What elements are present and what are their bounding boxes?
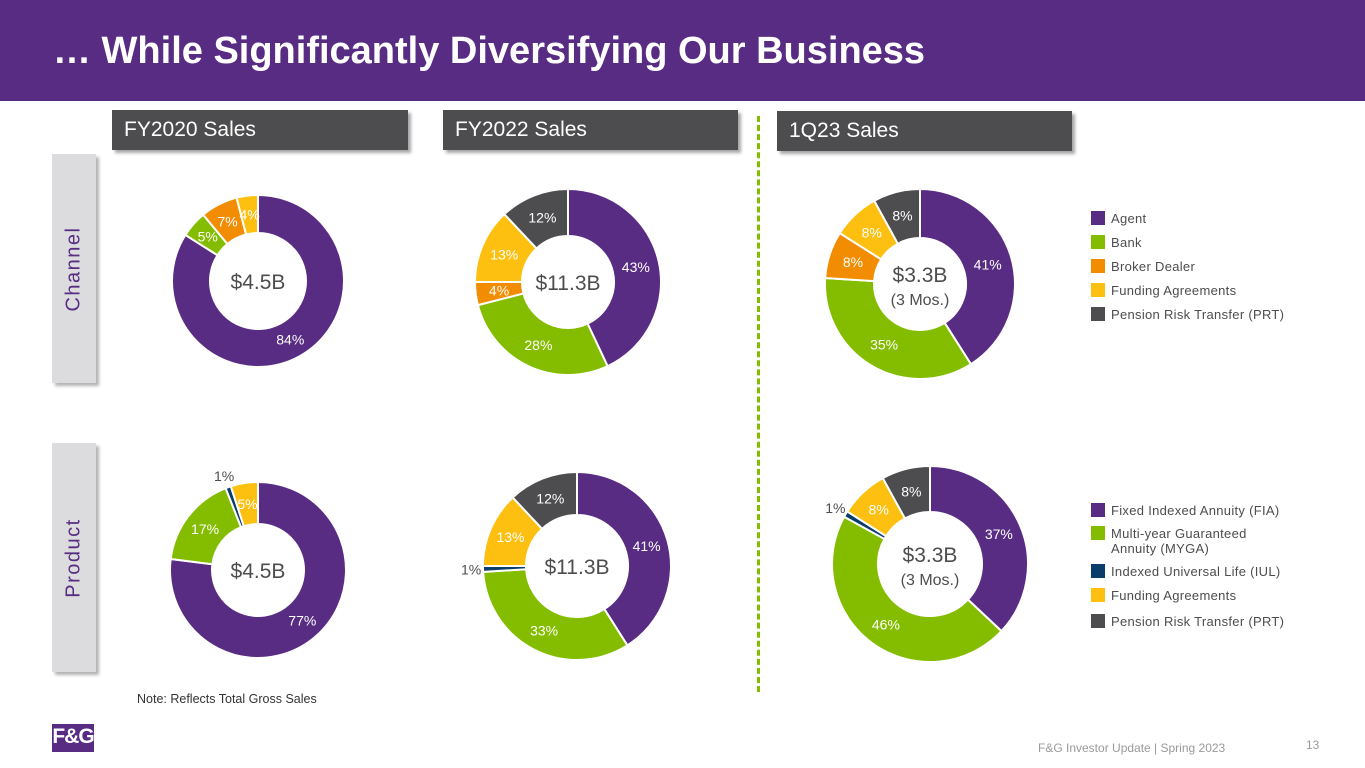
donut-center-total: $3.3B [893,264,948,287]
slice-data-label: 41% [633,538,661,554]
legend-swatch [1091,283,1105,297]
slice-data-label: 5% [198,229,218,245]
donut-center-total: $4.5B [231,271,286,294]
donut-slice-multi-year-guaranteed-annuity-myga [482,568,629,661]
donut-center-total: $4.5B [231,560,286,583]
donut-slice-pension-risk-transfer-prt [511,470,578,531]
donut-chart-product-fy2022: 41% 33% 1% 13% 12% $11.3B [461,470,672,661]
legend-label: Agent [1111,211,1147,226]
legend-label: Broker Dealer [1111,259,1196,274]
column-header-1q23: 1Q23 Sales [777,111,1072,151]
slice-data-label: 17% [191,521,219,537]
slice-data-label: 12% [528,209,556,225]
donut-slice-bank [476,292,609,376]
donut-center-sublabel: (3 Mos.) [891,292,950,309]
donut-chart-product-1q23: 37% 46% 1% 8% 8% $3.3B (3 Mos.) [825,464,1029,663]
slice-data-label: 84% [276,332,304,348]
slice-data-label: 41% [974,256,1002,272]
row-label-product: Product [52,443,96,672]
legend-label: Multi-year Guaranteed Annuity (MYGA) [1111,526,1247,556]
slice-data-label: 4% [239,207,259,223]
donut-slice-fixed-indexed-annuity-fia [169,480,347,659]
donut-slice-funding-agreements [229,480,259,528]
legend-label: Pension Risk Transfer (PRT) [1111,614,1285,629]
donut-slice-agent [919,187,1016,366]
slice-data-label: 13% [496,529,524,545]
donut-chart-product-fy2020: 77% 17% 1%5% $4.5B [169,468,347,659]
slice-data-label: 33% [530,623,558,639]
legend-label: Indexed Universal Life (IUL) [1111,564,1281,579]
logo-text: F&G [52,725,94,748]
legend-swatch [1091,259,1105,273]
donut-slice-pension-risk-transfer-prt [881,464,931,520]
legend-label: Funding Agreements [1111,283,1237,298]
donut-center-total: $11.3B [545,556,610,579]
row-label-channel: Channel [52,154,96,383]
slice-data-label: 1% [825,500,845,516]
row-label-channel-text: Channel [62,225,85,312]
donut-slice-agent [171,193,345,368]
slice-data-label: 37% [985,526,1013,542]
header-bar: … While Significantly Diversifying Our B… [0,0,1365,101]
fg-logo: F&G [52,724,95,752]
legend-swatch [1091,588,1105,602]
legend-swatch [1091,235,1105,249]
row-label-product-text: Product [62,517,85,598]
donut-chart-channel-1q23: 41% 35% 8% 8% 8% $3.3B (3 Mos.) [824,187,1016,380]
slice-data-label: 46% [872,617,900,633]
donut-slice-bank [824,276,973,380]
slice-data-label: 13% [490,246,518,262]
donut-slice-multi-year-guaranteed-annuity-myga [831,515,1003,663]
slice-data-label: 5% [237,496,257,512]
footnote: Note: Reflects Total Gross Sales [137,692,317,706]
donut-slice-fixed-indexed-annuity-fia [929,464,1029,633]
legend-label: Fixed Indexed Annuity (FIA) [1111,503,1280,518]
page-number: 13 [1306,738,1320,752]
slice-data-label: 4% [489,283,509,299]
slice-data-label: 43% [622,259,650,275]
column-header-fy2022: FY2022 Sales [443,110,738,150]
slice-data-label: 8% [862,225,882,241]
slice-data-label: 8% [892,208,912,224]
legend-label: Bank [1111,235,1142,250]
legend-swatch [1091,503,1105,517]
donut-center-sublabel: (3 Mos.) [901,572,960,589]
legend-swatch [1091,614,1105,628]
donut-center-total: $11.3B [536,272,601,295]
slice-data-label: 7% [217,213,237,229]
section-divider [757,116,760,692]
donut-slice-pension-risk-transfer-prt [502,187,569,250]
slice-data-label: 35% [870,337,898,353]
footer-text: F&G Investor Update | Spring 2023 [1038,741,1226,755]
slice-data-label: 8% [869,501,889,517]
donut-center-total: $3.3B [903,544,958,567]
legend-swatch [1091,307,1105,321]
donut-chart-channel-fy2022: 43% 28% 4% 13% 12% $11.3B [473,187,662,376]
legend-swatch [1091,526,1105,540]
legend-label: Pension Risk Transfer (PRT) [1111,307,1285,322]
legend-label: Funding Agreements [1111,588,1237,603]
donut-slice-agent [567,187,662,368]
column-header-fy2020: FY2020 Sales [112,110,408,150]
slice-data-label: 8% [901,483,921,499]
donut-slice-pension-risk-transfer-prt [872,187,921,246]
donut-chart-channel-fy2020: 84% 5%7% 4% $4.5B [171,193,345,368]
donut-slice-funding-agreements [235,193,259,236]
slice-data-label: 12% [536,491,564,507]
slice-data-label: 1% [214,468,234,484]
slice-data-label: 77% [288,612,316,628]
donut-slice-fixed-indexed-annuity-fia [576,470,672,647]
legend-swatch [1091,564,1105,578]
legend-swatch [1091,211,1105,225]
page-title: … While Significantly Diversifying Our B… [53,30,926,72]
slice-data-label: 1% [461,561,481,577]
slice-data-label: 28% [524,337,552,353]
slice-data-label: 8% [843,254,863,270]
